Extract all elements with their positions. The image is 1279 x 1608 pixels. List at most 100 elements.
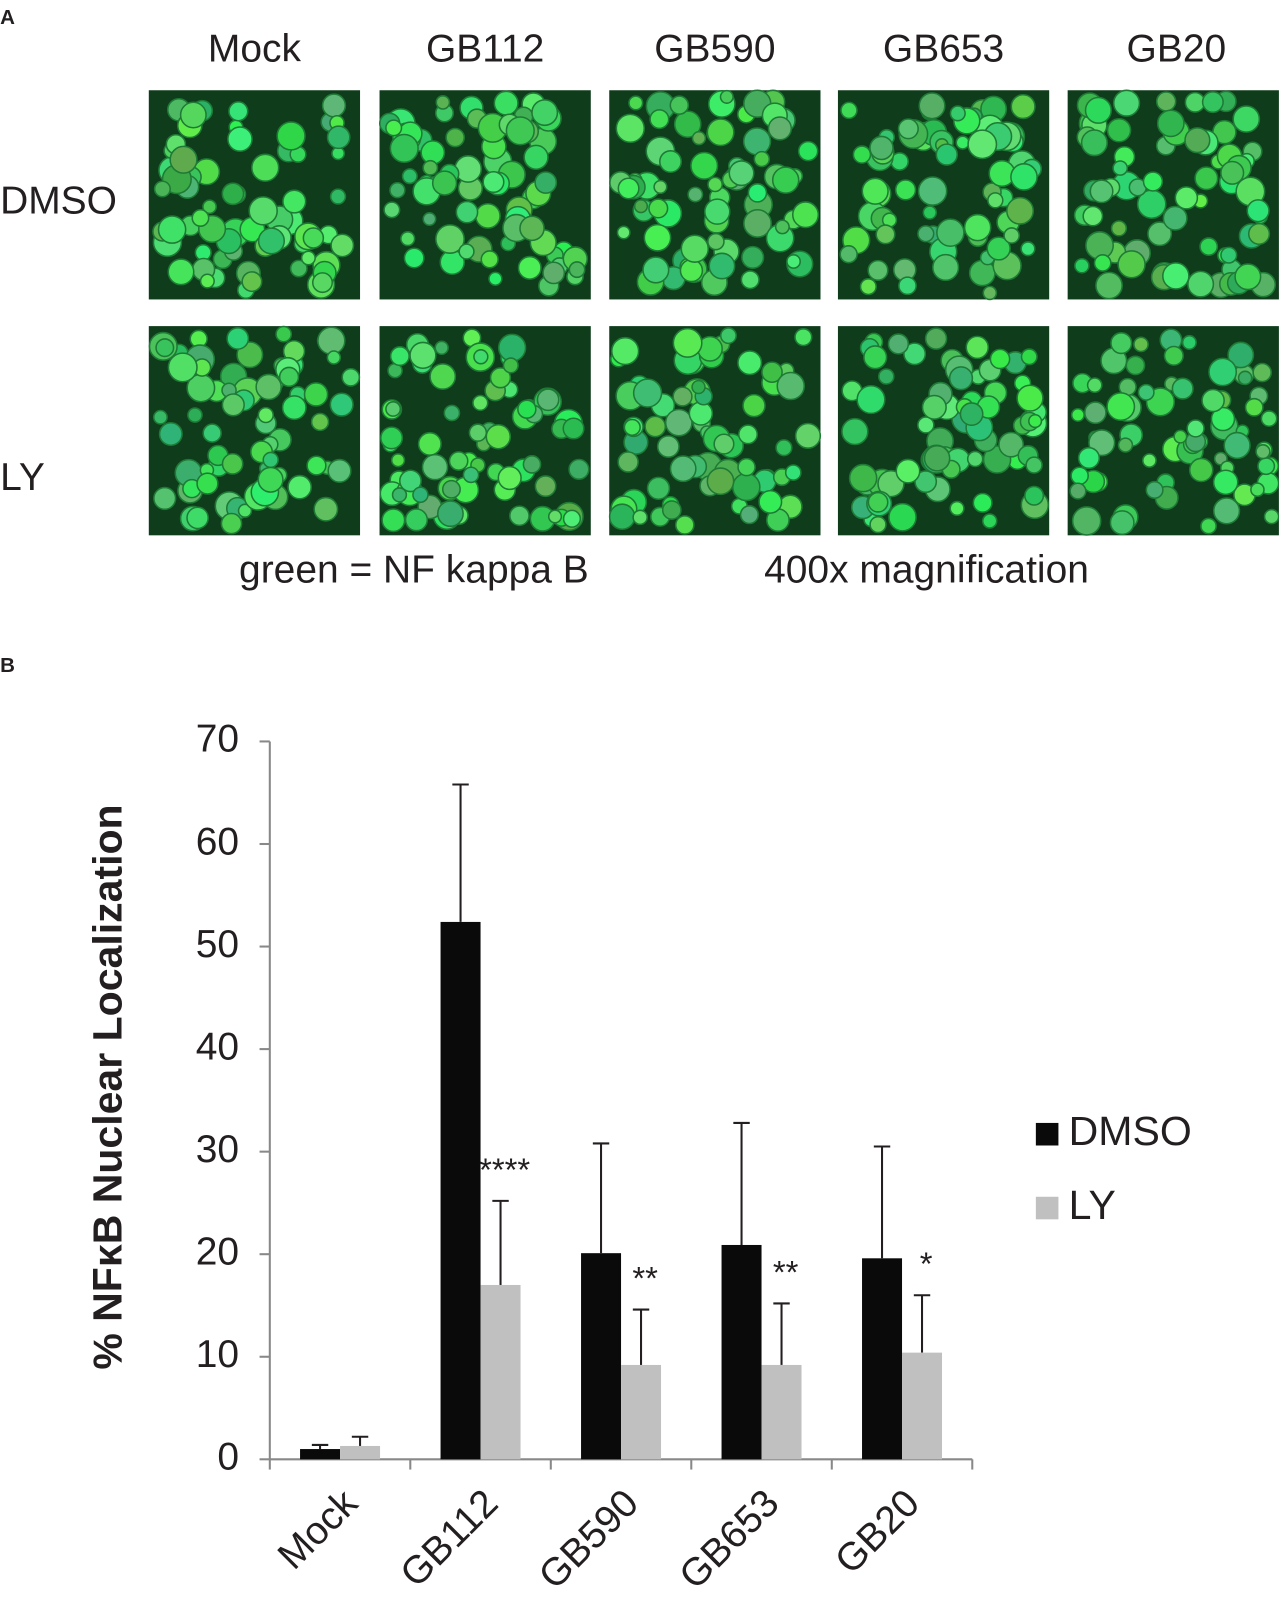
cell bbox=[502, 357, 519, 374]
cell bbox=[1162, 205, 1188, 231]
cell bbox=[633, 199, 649, 214]
cell bbox=[608, 503, 636, 531]
cell bbox=[417, 431, 442, 456]
cell bbox=[1086, 377, 1103, 394]
cell bbox=[158, 421, 183, 447]
cell bbox=[894, 179, 917, 201]
cell bbox=[187, 407, 203, 423]
cell bbox=[1252, 362, 1273, 383]
cell bbox=[306, 455, 327, 476]
micrograph bbox=[1067, 326, 1279, 536]
cell bbox=[568, 458, 590, 480]
cell bbox=[1220, 246, 1238, 264]
bar bbox=[440, 921, 481, 1460]
cell bbox=[1186, 419, 1205, 438]
cell bbox=[898, 276, 917, 296]
x-tick-label: Mock bbox=[270, 1481, 367, 1578]
cell bbox=[966, 450, 984, 468]
cell bbox=[542, 261, 566, 285]
cell bbox=[713, 433, 735, 455]
cell bbox=[917, 416, 935, 434]
cell bbox=[737, 457, 756, 477]
cell bbox=[986, 236, 1011, 261]
cell bbox=[536, 388, 560, 412]
cell bbox=[932, 253, 960, 282]
cell bbox=[326, 125, 351, 150]
cell bbox=[1028, 413, 1043, 429]
cell bbox=[257, 227, 286, 255]
cell bbox=[922, 205, 938, 220]
cell bbox=[300, 250, 316, 266]
cell bbox=[719, 327, 737, 345]
legend-label: LY bbox=[1069, 1182, 1116, 1228]
cell bbox=[737, 424, 759, 445]
cell bbox=[687, 186, 704, 203]
cell bbox=[691, 379, 706, 395]
cell bbox=[454, 155, 483, 183]
significance: ** bbox=[773, 1253, 799, 1290]
cell bbox=[303, 382, 329, 407]
cell bbox=[1155, 91, 1177, 112]
cell bbox=[202, 199, 217, 215]
cell bbox=[221, 393, 245, 417]
cell bbox=[743, 208, 772, 238]
cell bbox=[648, 198, 669, 219]
cell bbox=[390, 453, 406, 468]
cell bbox=[644, 415, 667, 438]
column-label: GB112 bbox=[426, 28, 544, 71]
cell bbox=[1145, 480, 1164, 500]
cell bbox=[255, 373, 282, 401]
bar bbox=[621, 1364, 662, 1460]
cell bbox=[1006, 196, 1035, 225]
cell bbox=[221, 453, 244, 475]
cell bbox=[1260, 410, 1278, 428]
cell bbox=[547, 509, 563, 524]
cell bbox=[921, 394, 947, 420]
cell bbox=[421, 453, 449, 481]
cell bbox=[917, 225, 935, 243]
cell bbox=[617, 177, 640, 200]
cell bbox=[1246, 199, 1270, 223]
cell bbox=[923, 444, 951, 472]
y-tick-label: 10 bbox=[196, 1333, 239, 1376]
cell bbox=[493, 90, 519, 116]
column-label: GB653 bbox=[883, 28, 1004, 71]
cell bbox=[664, 408, 693, 437]
cell bbox=[863, 345, 888, 370]
micrograph bbox=[837, 326, 1050, 536]
cell bbox=[1194, 166, 1219, 191]
cell bbox=[1184, 127, 1211, 154]
cell bbox=[327, 458, 352, 483]
cell bbox=[924, 327, 948, 350]
cell bbox=[1110, 332, 1133, 355]
cell bbox=[1117, 250, 1146, 279]
cell bbox=[1110, 220, 1128, 237]
cell bbox=[321, 93, 347, 118]
bar bbox=[902, 1352, 943, 1460]
cell bbox=[1109, 510, 1135, 536]
cell bbox=[482, 170, 505, 194]
cell bbox=[167, 258, 195, 286]
significance: * bbox=[920, 1245, 933, 1282]
cell bbox=[1077, 446, 1101, 470]
cell bbox=[617, 451, 639, 473]
cell bbox=[753, 150, 771, 168]
cell bbox=[771, 166, 800, 194]
cell bbox=[462, 466, 480, 484]
cell bbox=[400, 231, 416, 247]
row-label: LY bbox=[0, 456, 45, 499]
cell bbox=[455, 200, 479, 224]
bar bbox=[761, 1364, 802, 1460]
cell bbox=[404, 508, 429, 532]
cell bbox=[680, 234, 710, 263]
cell bbox=[523, 144, 549, 170]
cell bbox=[448, 451, 469, 471]
cell bbox=[1188, 457, 1214, 483]
cell bbox=[403, 247, 425, 269]
cell bbox=[949, 105, 966, 122]
bar bbox=[721, 1244, 762, 1460]
cell bbox=[1163, 345, 1184, 366]
cell bbox=[708, 252, 736, 280]
cell bbox=[1025, 456, 1043, 474]
cell bbox=[761, 361, 783, 384]
